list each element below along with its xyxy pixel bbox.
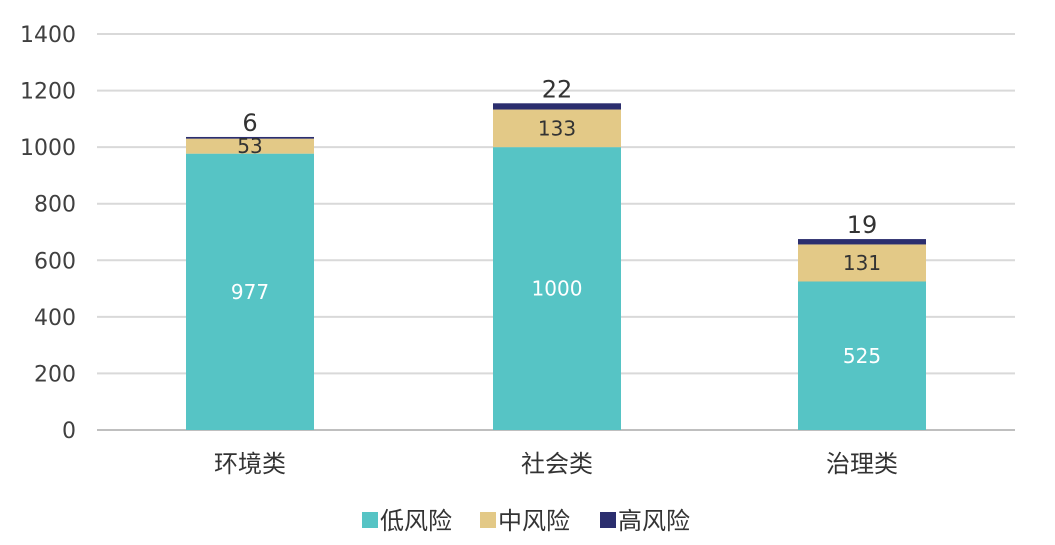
y-tick-label: 1000 (20, 136, 76, 161)
x-tick-label: 社会类 (521, 450, 593, 478)
legend-swatch (362, 512, 378, 528)
legend-label: 高风险 (618, 507, 690, 535)
y-tick-label: 600 (34, 249, 76, 274)
x-tick-label: 环境类 (214, 450, 286, 478)
bar-segment (186, 138, 314, 154)
y-axis: 0 200 400 600 800 1000 1200 1400 (20, 23, 76, 444)
bar-segment (186, 136, 314, 139)
legend-swatch (600, 512, 616, 528)
data-label: 133 (538, 116, 576, 140)
data-label: 22 (542, 75, 573, 103)
data-labels: 977 536 1000 133 22 525 131 19 (231, 75, 881, 367)
legend-label: 中风险 (498, 507, 570, 535)
data-label: 977 (231, 280, 269, 304)
data-label: 131 (843, 251, 881, 275)
legend: 低风险 中风险 高风险 (362, 507, 690, 535)
y-tick-label: 200 (34, 362, 76, 387)
data-label: 19 (847, 211, 878, 239)
bar-segment (798, 239, 926, 245)
bar-segment (493, 109, 621, 148)
y-tick-label: 0 (62, 419, 76, 444)
legend-swatch (480, 512, 496, 528)
bar-segment (493, 147, 621, 430)
x-tick-label: 治理类 (826, 450, 898, 478)
bars (186, 103, 926, 431)
bar-segment (186, 153, 314, 431)
data-label: 53 (237, 134, 262, 158)
y-tick-label: 800 (34, 193, 76, 218)
bar-segment (493, 103, 621, 110)
x-axis: 环境类 社会类 治理类 (214, 450, 898, 478)
y-tick-label: 1200 (20, 80, 76, 105)
bar-segment (798, 281, 926, 430)
legend-label: 低风险 (380, 507, 452, 535)
data-label: 525 (843, 344, 881, 368)
data-label: 1000 (532, 277, 583, 301)
y-tick-label: 1400 (20, 23, 76, 48)
data-label: 6 (242, 109, 257, 137)
y-tick-label: 400 (34, 306, 76, 331)
bar-segment (798, 244, 926, 282)
